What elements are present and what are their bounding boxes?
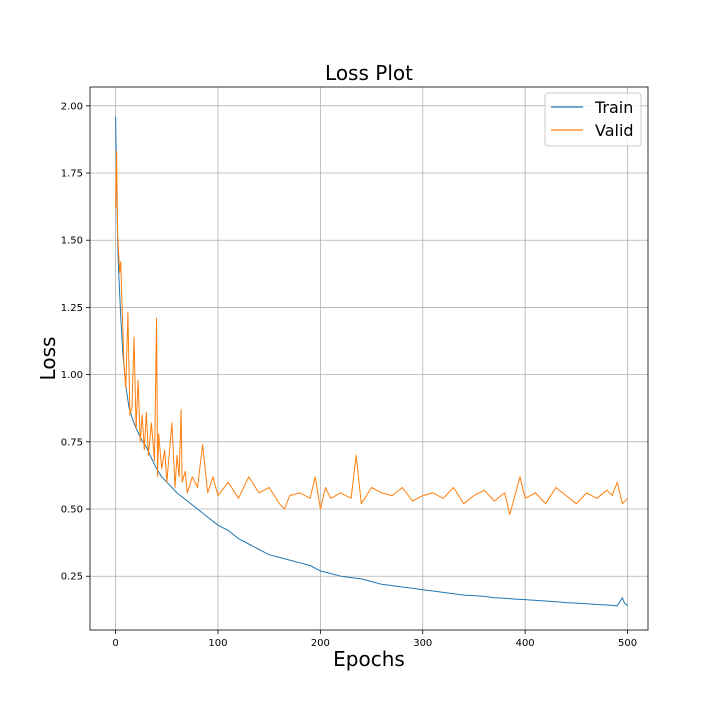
x-tick-label: 100 (208, 638, 227, 649)
y-tick-label: 1.75 (61, 169, 83, 180)
legend-train-label: Train (594, 98, 633, 117)
chart-title: Loss Plot (325, 61, 413, 85)
grid (90, 87, 648, 630)
x-tick-label: 0 (112, 638, 118, 649)
series-line-valid (115, 151, 628, 515)
y-axis-label: Loss (36, 337, 60, 381)
series-lines (115, 116, 628, 607)
legend-box (544, 92, 642, 147)
x-tick-label: 300 (413, 638, 432, 649)
x-axis-label: Epochs (333, 647, 405, 671)
y-tick-label: 0.25 (61, 572, 83, 583)
x-tick-label: 200 (311, 638, 330, 649)
y-tick-label: 0.75 (61, 437, 83, 448)
x-tick-label: 400 (516, 638, 535, 649)
y-tick-label: 0.50 (61, 505, 83, 516)
y-tick-label: 2.00 (61, 101, 83, 112)
plot-frame (89, 86, 649, 631)
legend-valid-label: Valid (595, 121, 634, 140)
series-line-train (115, 116, 628, 607)
legend: Train Valid (544, 92, 642, 147)
x-ticks: 0 100 200 300 400 500 (112, 630, 637, 649)
y-ticks: 0.25 0.50 0.75 1.00 1.25 1.50 1.75 2.00 (61, 101, 90, 583)
x-tick-label: 500 (618, 638, 637, 649)
y-tick-label: 1.00 (61, 370, 83, 381)
y-tick-label: 1.50 (61, 236, 83, 247)
y-tick-label: 1.25 (61, 303, 83, 314)
